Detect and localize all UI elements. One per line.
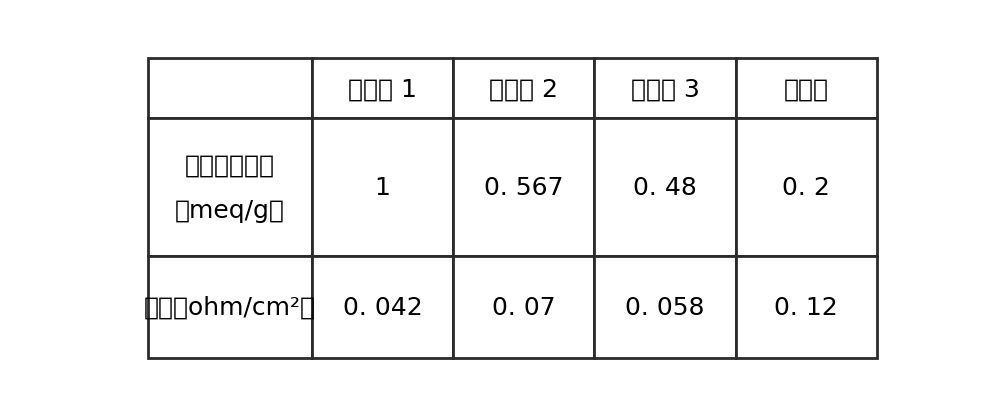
Text: 0. 48: 0. 48 <box>633 176 697 199</box>
Text: 0. 567: 0. 567 <box>484 176 564 199</box>
Bar <box>312 119 453 256</box>
Text: 0. 07: 0. 07 <box>492 295 556 319</box>
Text: 0. 042: 0. 042 <box>343 295 422 319</box>
Text: 实施例 2: 实施例 2 <box>489 77 558 101</box>
Text: （meq/g）: （meq/g） <box>175 199 285 223</box>
Bar <box>148 59 312 119</box>
Bar <box>453 59 594 119</box>
Bar <box>312 59 453 119</box>
Bar <box>312 256 453 358</box>
Bar <box>594 59 736 119</box>
Text: 0. 2: 0. 2 <box>782 176 830 199</box>
Bar <box>148 119 312 256</box>
Text: 实施例 3: 实施例 3 <box>631 77 699 101</box>
Text: 离子交换容量: 离子交换容量 <box>185 153 275 177</box>
Bar <box>453 256 594 358</box>
Text: 实施例 1: 实施例 1 <box>348 77 417 101</box>
Bar <box>594 256 736 358</box>
Bar <box>594 119 736 256</box>
Text: 0. 058: 0. 058 <box>625 295 705 319</box>
Bar <box>736 119 877 256</box>
Text: 电阻（ohm/cm²）: 电阻（ohm/cm²） <box>144 295 316 319</box>
Bar <box>453 119 594 256</box>
Bar <box>736 256 877 358</box>
Bar <box>148 256 312 358</box>
Text: 0. 12: 0. 12 <box>774 295 838 319</box>
Bar <box>736 59 877 119</box>
Text: 1: 1 <box>375 176 391 199</box>
Text: 对比例: 对比例 <box>784 77 829 101</box>
